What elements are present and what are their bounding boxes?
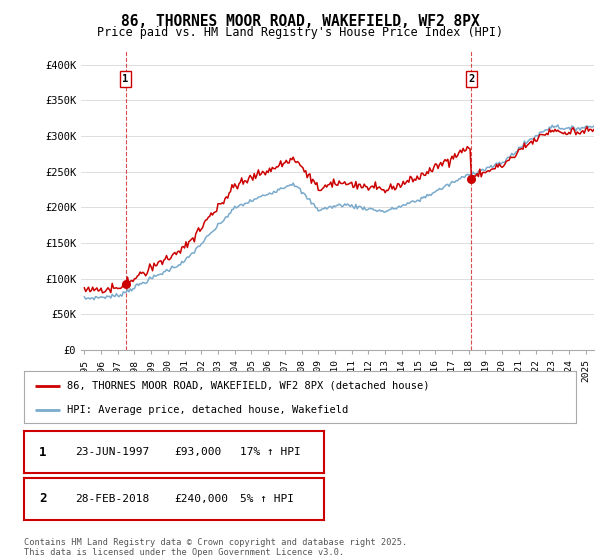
- Text: Contains HM Land Registry data © Crown copyright and database right 2025.
This d: Contains HM Land Registry data © Crown c…: [24, 538, 407, 557]
- Text: 1: 1: [122, 74, 129, 84]
- Text: 86, THORNES MOOR ROAD, WAKEFIELD, WF2 8PX: 86, THORNES MOOR ROAD, WAKEFIELD, WF2 8P…: [121, 14, 479, 29]
- Text: 1: 1: [39, 446, 47, 459]
- Text: £240,000: £240,000: [174, 494, 228, 503]
- Text: 2: 2: [39, 492, 47, 505]
- Text: HPI: Average price, detached house, Wakefield: HPI: Average price, detached house, Wake…: [67, 405, 349, 415]
- Text: 86, THORNES MOOR ROAD, WAKEFIELD, WF2 8PX (detached house): 86, THORNES MOOR ROAD, WAKEFIELD, WF2 8P…: [67, 381, 430, 391]
- Text: £93,000: £93,000: [174, 447, 221, 457]
- Text: 28-FEB-2018: 28-FEB-2018: [75, 494, 149, 503]
- Text: 5% ↑ HPI: 5% ↑ HPI: [240, 494, 294, 503]
- Text: 23-JUN-1997: 23-JUN-1997: [75, 447, 149, 457]
- Text: 2: 2: [468, 74, 475, 84]
- Text: 17% ↑ HPI: 17% ↑ HPI: [240, 447, 301, 457]
- Text: Price paid vs. HM Land Registry's House Price Index (HPI): Price paid vs. HM Land Registry's House …: [97, 26, 503, 39]
